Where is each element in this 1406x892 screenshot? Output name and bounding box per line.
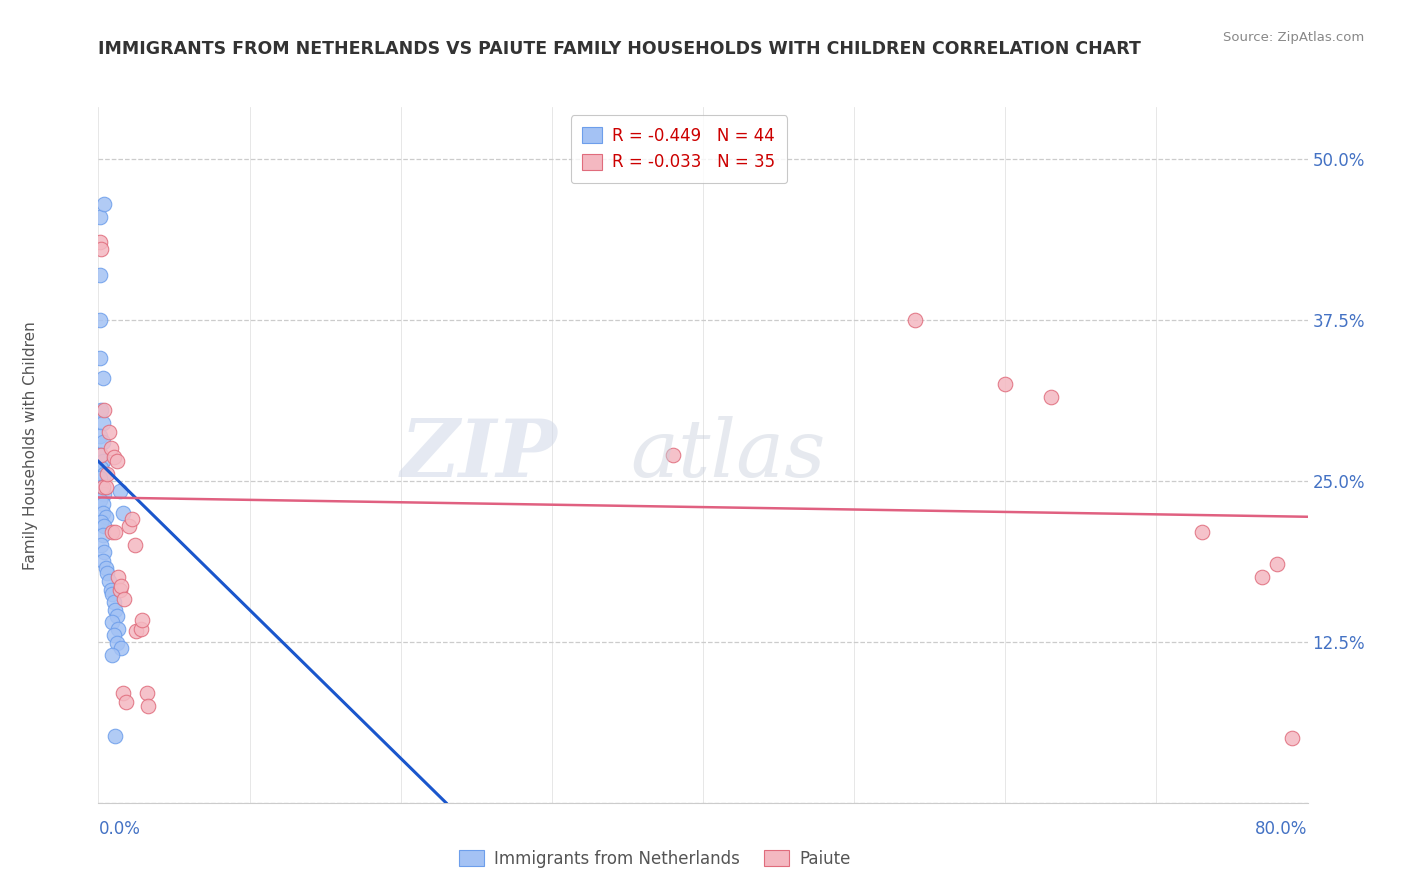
Point bbox=[96, 566, 118, 581]
Point bbox=[101, 648, 124, 662]
Point bbox=[89, 235, 111, 250]
Text: ZIP: ZIP bbox=[401, 417, 558, 493]
Point bbox=[104, 729, 127, 743]
Point bbox=[89, 448, 111, 462]
Point bbox=[111, 686, 134, 700]
Point bbox=[121, 512, 143, 526]
Point bbox=[101, 587, 124, 601]
Point bbox=[994, 377, 1017, 392]
Point bbox=[114, 695, 136, 709]
Point bbox=[904, 312, 927, 326]
Point bbox=[103, 628, 125, 642]
Point bbox=[125, 624, 148, 639]
Point bbox=[94, 561, 117, 575]
Point bbox=[100, 583, 122, 598]
Point bbox=[89, 312, 111, 326]
Point bbox=[107, 622, 129, 636]
Point bbox=[1281, 731, 1303, 746]
Point bbox=[112, 592, 135, 607]
Point bbox=[90, 538, 112, 552]
Point bbox=[90, 242, 112, 256]
Point bbox=[135, 686, 157, 700]
Text: Source: ZipAtlas.com: Source: ZipAtlas.com bbox=[1223, 31, 1364, 45]
Point bbox=[93, 467, 115, 482]
Point bbox=[91, 480, 114, 494]
Point bbox=[94, 480, 117, 494]
Point bbox=[101, 615, 124, 630]
Point bbox=[89, 268, 111, 282]
Point bbox=[104, 525, 127, 540]
Point bbox=[110, 579, 132, 593]
Point bbox=[91, 553, 114, 567]
Point bbox=[129, 622, 152, 636]
Point bbox=[105, 609, 128, 624]
Point bbox=[118, 518, 141, 533]
Point bbox=[103, 595, 125, 609]
Point bbox=[90, 480, 112, 494]
Point bbox=[93, 544, 115, 558]
Point bbox=[105, 454, 128, 468]
Text: 80.0%: 80.0% bbox=[1256, 820, 1308, 838]
Text: Family Households with Children: Family Households with Children bbox=[24, 322, 38, 570]
Text: IMMIGRANTS FROM NETHERLANDS VS PAIUTE FAMILY HOUSEHOLDS WITH CHILDREN CORRELATIO: IMMIGRANTS FROM NETHERLANDS VS PAIUTE FA… bbox=[98, 40, 1142, 58]
Point bbox=[90, 448, 112, 462]
Point bbox=[108, 583, 131, 598]
Point bbox=[124, 538, 146, 552]
Point bbox=[91, 416, 114, 430]
Point bbox=[89, 210, 111, 224]
Text: 0.0%: 0.0% bbox=[98, 820, 141, 838]
Point bbox=[93, 196, 115, 211]
Point bbox=[110, 641, 132, 656]
Point bbox=[96, 467, 118, 482]
Point bbox=[91, 506, 114, 520]
Point bbox=[90, 515, 112, 529]
Point bbox=[91, 528, 114, 542]
Point bbox=[105, 636, 128, 650]
Point bbox=[93, 486, 115, 500]
Point bbox=[107, 570, 129, 584]
Point bbox=[111, 506, 134, 520]
Point bbox=[89, 471, 111, 485]
Point bbox=[108, 483, 131, 498]
Point bbox=[1251, 570, 1274, 584]
Point bbox=[91, 370, 114, 384]
Point bbox=[661, 448, 683, 462]
Point bbox=[1039, 390, 1062, 404]
Point bbox=[91, 454, 114, 468]
Point bbox=[89, 428, 111, 442]
Point bbox=[104, 602, 127, 616]
Legend: Immigrants from Netherlands, Paiute: Immigrants from Netherlands, Paiute bbox=[451, 843, 858, 874]
Point bbox=[93, 518, 115, 533]
Text: atlas: atlas bbox=[630, 417, 825, 493]
Point bbox=[98, 574, 121, 589]
Point bbox=[101, 525, 124, 540]
Point bbox=[103, 450, 125, 465]
Point bbox=[91, 497, 114, 511]
Point bbox=[1191, 525, 1213, 540]
Point bbox=[136, 699, 159, 714]
Point bbox=[90, 460, 112, 475]
Point bbox=[89, 351, 111, 366]
Point bbox=[131, 613, 153, 627]
Point bbox=[94, 509, 117, 524]
Point bbox=[90, 402, 112, 417]
Point bbox=[93, 402, 115, 417]
Point bbox=[98, 425, 121, 439]
Point bbox=[89, 493, 111, 508]
Point bbox=[1265, 558, 1288, 572]
Point bbox=[100, 442, 122, 456]
Point bbox=[91, 435, 114, 450]
